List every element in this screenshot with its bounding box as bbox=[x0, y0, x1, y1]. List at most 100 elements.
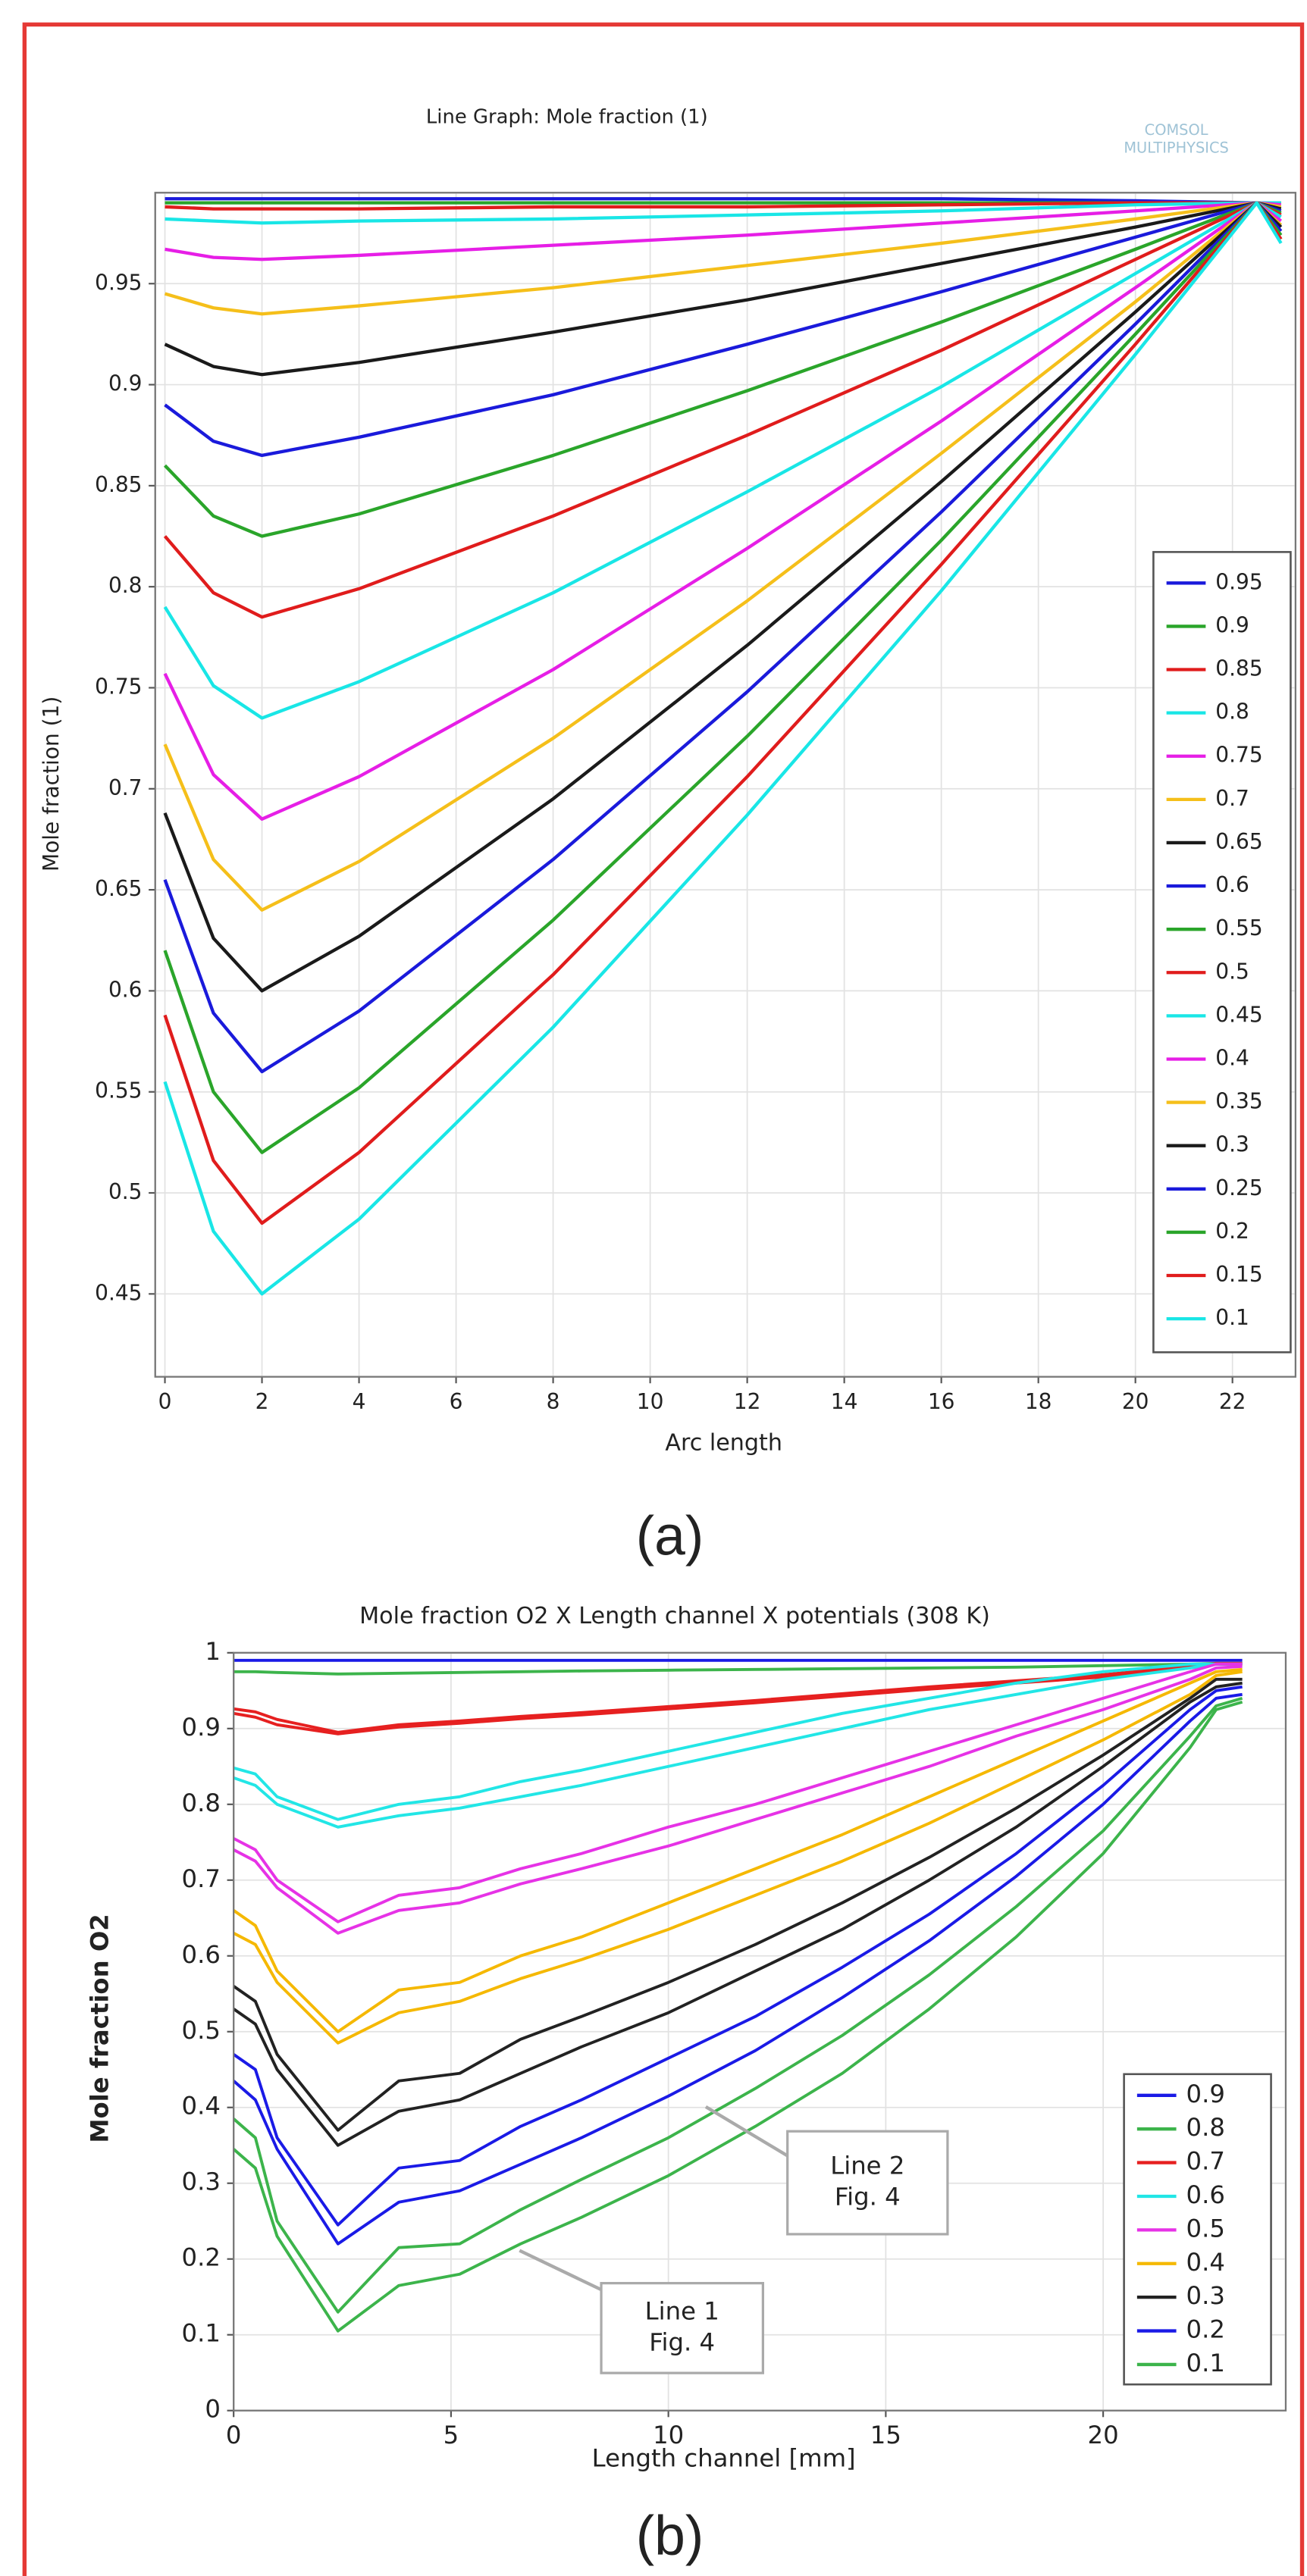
legend-label: 0.8 bbox=[1215, 700, 1249, 725]
annotation-box bbox=[600, 2282, 764, 2374]
x-axis-label: Arc length bbox=[665, 1429, 782, 1456]
x-tick-label: 2 bbox=[255, 1389, 269, 1414]
chart-title: Line Graph: Mole fraction (1) bbox=[426, 106, 708, 129]
series-line bbox=[234, 1661, 1243, 1676]
legend-label: 0.2 bbox=[1186, 2315, 1225, 2344]
x-tick-label: 20 bbox=[1122, 1389, 1149, 1414]
legend-label: 0.85 bbox=[1215, 656, 1262, 681]
series-line bbox=[164, 201, 1282, 377]
series-line bbox=[163, 201, 1283, 993]
series-line bbox=[233, 1667, 1243, 2033]
y-tick-label: 0.5 bbox=[108, 1179, 143, 1204]
chart-title: Mole fraction O2 X Length channel X pote… bbox=[359, 1603, 990, 1629]
series-line bbox=[233, 1685, 1243, 2227]
annotation-text: Fig. 4 bbox=[835, 2183, 901, 2211]
y-tick-label: 0.75 bbox=[95, 674, 142, 699]
series-line bbox=[163, 201, 1283, 1225]
annotation-leader bbox=[704, 2105, 788, 2158]
series-line bbox=[233, 1662, 1243, 1821]
x-tick-label: 10 bbox=[653, 2421, 684, 2449]
logo: MULTIPHYSICS bbox=[1124, 139, 1229, 157]
plot-area bbox=[154, 192, 1296, 1378]
x-tick-label: 15 bbox=[870, 2421, 901, 2449]
y-tick-label: 0.9 bbox=[182, 1713, 221, 1742]
series-line bbox=[233, 1662, 1243, 1923]
legend-label: 0.3 bbox=[1186, 2281, 1225, 2310]
y-tick-label: 0 bbox=[205, 2395, 221, 2424]
legend-label: 0.25 bbox=[1215, 1175, 1262, 1200]
y-tick-label: 0.45 bbox=[95, 1280, 142, 1305]
y-tick-label: 0.55 bbox=[95, 1078, 142, 1103]
series-line bbox=[163, 201, 1282, 538]
legend-label: 0.6 bbox=[1186, 2180, 1225, 2209]
legend-label: 0.1 bbox=[1186, 2349, 1225, 2377]
series-line bbox=[165, 201, 1281, 261]
x-tick-label: 5 bbox=[444, 2421, 459, 2449]
annotation-text: Line 2 bbox=[830, 2152, 904, 2180]
plot-border bbox=[233, 1651, 1287, 2412]
y-tick-label: 0.7 bbox=[182, 1864, 221, 1893]
legend-label: 0.55 bbox=[1215, 916, 1262, 941]
series-line bbox=[163, 201, 1283, 1296]
plot-border bbox=[154, 192, 1296, 1378]
series-line bbox=[233, 1677, 1243, 2132]
series-line bbox=[163, 201, 1282, 821]
legend-label: 0.2 bbox=[1215, 1219, 1249, 1244]
annotation-text: Fig. 4 bbox=[649, 2327, 715, 2356]
x-tick-label: 6 bbox=[450, 1389, 463, 1414]
y-tick-label: 0.2 bbox=[182, 2243, 221, 2272]
x-tick-label: 10 bbox=[637, 1389, 664, 1414]
y-tick-label: 0.5 bbox=[182, 2016, 221, 2045]
series-line bbox=[233, 1664, 1243, 1935]
legend-label: 0.4 bbox=[1186, 2248, 1225, 2277]
series-line bbox=[163, 201, 1283, 1154]
series-line bbox=[163, 201, 1283, 912]
y-tick-label: 0.4 bbox=[182, 2092, 221, 2121]
x-tick-label: 14 bbox=[831, 1389, 858, 1414]
series-line bbox=[163, 201, 1282, 720]
annotation-text: Line 1 bbox=[645, 2296, 719, 2325]
series-line bbox=[164, 201, 1282, 316]
series-line bbox=[165, 201, 1281, 225]
y-axis-label: Mole fraction O2 bbox=[86, 1914, 114, 2142]
y-tick-label: 0.85 bbox=[95, 472, 142, 497]
caption: (a) bbox=[636, 1504, 704, 1567]
legend-label: 0.65 bbox=[1215, 829, 1262, 854]
legend-label: 0.6 bbox=[1215, 872, 1249, 897]
legend-label: 0.8 bbox=[1186, 2113, 1225, 2142]
legend-label: 0.5 bbox=[1186, 2214, 1225, 2243]
series-line bbox=[233, 1662, 1243, 1829]
legend-label: 0.7 bbox=[1215, 786, 1249, 811]
annotation-box bbox=[786, 2130, 949, 2236]
annotation-leader bbox=[519, 2249, 602, 2292]
legend-label: 0.7 bbox=[1186, 2147, 1225, 2176]
x-tick-label: 16 bbox=[928, 1389, 955, 1414]
series-line bbox=[233, 1661, 1243, 1734]
frame bbox=[22, 22, 1305, 2576]
legend-label: 0.9 bbox=[1186, 2080, 1225, 2108]
x-axis-label: Length channel [mm] bbox=[592, 2443, 856, 2472]
legend-label: 0.45 bbox=[1215, 1002, 1262, 1027]
x-tick-label: 8 bbox=[547, 1389, 560, 1414]
x-tick-label: 22 bbox=[1219, 1389, 1246, 1414]
legend-label: 0.5 bbox=[1215, 959, 1249, 984]
y-tick-label: 1 bbox=[205, 1637, 221, 1666]
y-tick-label: 0.8 bbox=[108, 573, 143, 598]
legend-label: 0.15 bbox=[1215, 1262, 1262, 1287]
series-line bbox=[233, 1670, 1243, 2045]
series-line bbox=[232, 1692, 1243, 2246]
y-tick-label: 0.95 bbox=[95, 270, 142, 295]
legend-label: 0.4 bbox=[1215, 1045, 1249, 1070]
series-line bbox=[233, 1681, 1243, 2147]
series-line bbox=[232, 1696, 1243, 2314]
x-tick-label: 12 bbox=[734, 1389, 761, 1414]
x-tick-label: 20 bbox=[1088, 2421, 1119, 2449]
legend-label: 0.95 bbox=[1215, 569, 1262, 594]
legend-box bbox=[1152, 551, 1292, 1354]
y-tick-label: 0.1 bbox=[182, 2319, 221, 2348]
logo: COMSOL bbox=[1145, 121, 1208, 139]
legend-label: 0.35 bbox=[1215, 1089, 1262, 1114]
y-tick-label: 0.8 bbox=[182, 1789, 221, 1817]
